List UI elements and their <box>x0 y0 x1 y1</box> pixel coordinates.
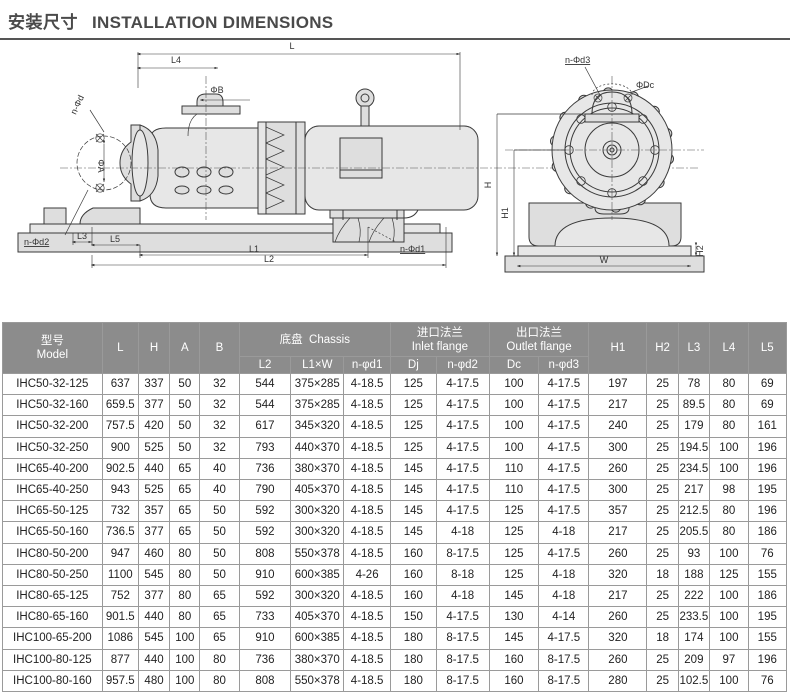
svg-text:n-Φd1: n-Φd1 <box>400 244 425 254</box>
svg-text:L5: L5 <box>110 234 120 244</box>
svg-text:H2: H2 <box>695 245 705 257</box>
svg-text:H1: H1 <box>500 207 510 219</box>
svg-text:W: W <box>600 255 609 265</box>
svg-text:L2: L2 <box>264 254 274 264</box>
svg-text:L: L <box>289 41 294 51</box>
svg-text:L1: L1 <box>249 244 259 254</box>
svg-text:n-Φd2: n-Φd2 <box>24 237 49 247</box>
svg-text:L4: L4 <box>171 55 181 65</box>
svg-text:H: H <box>483 182 493 189</box>
svg-text:ΦA: ΦA <box>96 159 106 172</box>
svg-text:ΦDc: ΦDc <box>636 80 655 90</box>
svg-text:ΦB: ΦB <box>210 85 223 95</box>
svg-text:n-Φd3: n-Φd3 <box>565 55 590 65</box>
svg-text:n-Φd: n-Φd <box>68 93 86 116</box>
svg-text:L3: L3 <box>77 231 87 241</box>
